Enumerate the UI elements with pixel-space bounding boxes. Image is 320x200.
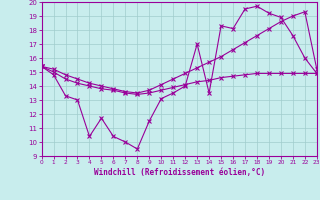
X-axis label: Windchill (Refroidissement éolien,°C): Windchill (Refroidissement éolien,°C)	[94, 168, 265, 177]
